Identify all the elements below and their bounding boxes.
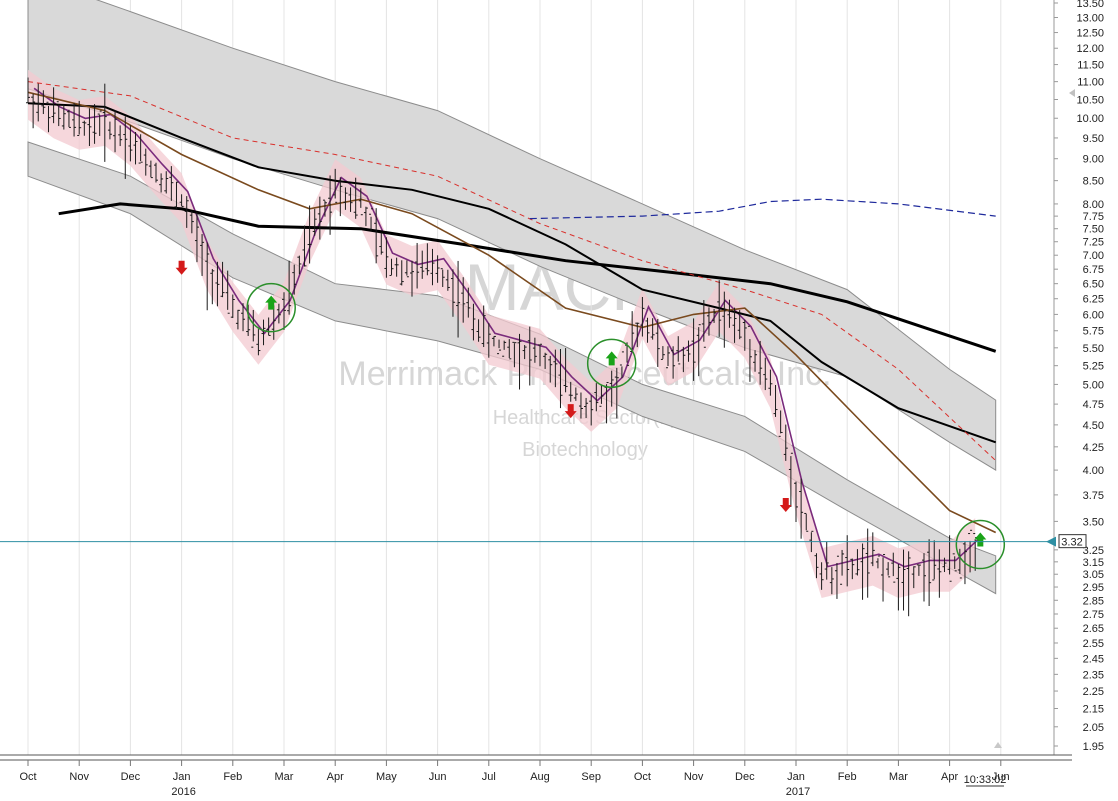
price-tick-label: 10.00 — [1076, 113, 1104, 125]
moving-averages — [27, 81, 997, 534]
time-tick-label: Jun — [429, 771, 447, 783]
time-tick-label: Dec — [121, 771, 141, 783]
price-tick-label: 13.00 — [1076, 12, 1104, 24]
time-tick-label: Feb — [838, 771, 857, 783]
time-tick-label: Jan — [787, 771, 805, 783]
channel-band — [27, 0, 997, 471]
price-tick-label: 12.00 — [1076, 43, 1104, 55]
down-arrow-icon — [175, 260, 188, 275]
price-tick-label: 2.05 — [1083, 722, 1104, 734]
price-bars — [26, 77, 978, 617]
time-tick-label: Aug — [530, 771, 550, 783]
price-tick-label: 12.50 — [1076, 28, 1104, 40]
price-tick-label: 10.50 — [1076, 95, 1104, 107]
time-tick-label: Jul — [482, 771, 496, 783]
moving-average-brown — [27, 91, 997, 534]
signal-markers — [175, 260, 1006, 570]
price-tick-label: 6.00 — [1083, 309, 1104, 321]
price-tick-label: 4.25 — [1083, 442, 1104, 454]
price-tick-label: 2.85 — [1083, 595, 1104, 607]
signal-circle — [586, 338, 637, 389]
price-tick-label: 7.00 — [1083, 250, 1104, 262]
price-tick-label: 3.50 — [1083, 516, 1104, 528]
price-tick-label: 5.25 — [1083, 361, 1104, 373]
price-tick-label: 8.00 — [1083, 199, 1104, 211]
time-tick-label: Feb — [223, 771, 242, 783]
moving-average-black — [27, 102, 997, 444]
time-label: 10:33:02 — [964, 774, 1007, 786]
down-arrow-icon — [564, 404, 577, 419]
time-tick-label: Apr — [941, 771, 958, 783]
up-arrow-icon — [974, 532, 987, 547]
price-tick-label: 9.50 — [1083, 133, 1104, 145]
price-tick-label: 5.75 — [1083, 326, 1104, 338]
down-arrow-icon — [779, 497, 792, 512]
price-tick-label: 6.50 — [1083, 279, 1104, 291]
watermark-industry: Biotechnology — [522, 439, 648, 461]
time-tick-label: Nov — [684, 771, 704, 783]
time-axis: Oct Nov Dec Jan 2016 Feb Mar Apr May Jun Jul Aug Sep… — [19, 760, 1010, 798]
time-tick-label: Sep — [581, 771, 601, 783]
time-tick-label: Oct — [19, 771, 36, 783]
up-arrow-icon — [265, 295, 278, 310]
time-year-label: 2016 — [171, 786, 195, 798]
price-tick-label: 3.05 — [1083, 569, 1104, 581]
time-tick-label: Jan — [173, 771, 191, 783]
price-tick-label: 4.75 — [1083, 399, 1104, 411]
price-tick-label: 2.15 — [1083, 704, 1104, 716]
current-price-arrow-icon — [1046, 536, 1056, 547]
price-tick-label: 6.75 — [1083, 264, 1104, 276]
envelope-mid-line — [33, 87, 982, 568]
time-tick-label: Mar — [275, 771, 294, 783]
current-price-label: 3.32 — [1061, 537, 1082, 549]
price-tick-label: 7.75 — [1083, 211, 1104, 223]
moving-average-blue-dashed — [529, 198, 996, 220]
price-tick-label: 11.00 — [1077, 77, 1104, 89]
price-tick-label: 2.45 — [1083, 653, 1104, 665]
time-tick-label: Dec — [735, 771, 755, 783]
price-axis: 13.50 13.00 12.50 12.00 11.50 11.00 10.50 10.00… — [1054, 0, 1104, 753]
price-tick-label: 2.75 — [1083, 609, 1104, 621]
time-tick-label: May — [376, 771, 397, 783]
price-tick-label: 6.25 — [1083, 294, 1104, 306]
price-tick-label: 9.00 — [1083, 154, 1104, 166]
envelope-band — [28, 69, 976, 598]
time-tick-label: Apr — [327, 771, 344, 783]
price-tick-label: 7.25 — [1083, 237, 1104, 249]
moving-average-red-dashed — [27, 81, 997, 461]
price-tick-label: 3.25 — [1083, 545, 1104, 557]
price-tick-label: 4.00 — [1083, 465, 1104, 477]
current-price-marker[interactable]: 3.32 — [1046, 534, 1087, 549]
time-year-label: 2017 — [786, 786, 810, 798]
price-tick-label: 2.95 — [1083, 582, 1104, 594]
price-tick-label: 11.50 — [1077, 60, 1104, 72]
up-arrow-icon — [605, 351, 618, 366]
current-price-box — [1058, 534, 1087, 549]
price-envelope — [28, 69, 982, 598]
price-tick-label: 4.50 — [1083, 420, 1104, 432]
price-tick-label: 13.50 — [1076, 0, 1104, 10]
signal-circle — [955, 519, 1006, 570]
price-tick-label: 2.35 — [1083, 669, 1104, 681]
moving-average-black-thick — [58, 202, 997, 353]
time-tick-label: Jun — [992, 771, 1010, 783]
axis-collapse-icon[interactable] — [1069, 89, 1075, 97]
price-tick-label: 8.50 — [1083, 176, 1104, 188]
price-tick-label: 2.65 — [1083, 623, 1104, 635]
price-tick-label: 1.95 — [1083, 741, 1104, 753]
scroll-up-icon[interactable] — [994, 742, 1002, 748]
time-tick-label: Mar — [889, 771, 908, 783]
signal-circle — [246, 282, 296, 333]
price-tick-label: 3.15 — [1083, 557, 1104, 569]
price-tick-label: 2.25 — [1083, 686, 1104, 698]
time-tick-label: Nov — [69, 771, 89, 783]
price-tick-label: 5.50 — [1083, 343, 1104, 355]
price-tick-label: 7.50 — [1083, 224, 1104, 236]
price-tick-label: 2.55 — [1083, 638, 1104, 650]
time-tick-label: Oct — [634, 771, 651, 783]
price-tick-label: 3.75 — [1083, 490, 1104, 502]
price-tick-label: 5.00 — [1083, 379, 1104, 391]
